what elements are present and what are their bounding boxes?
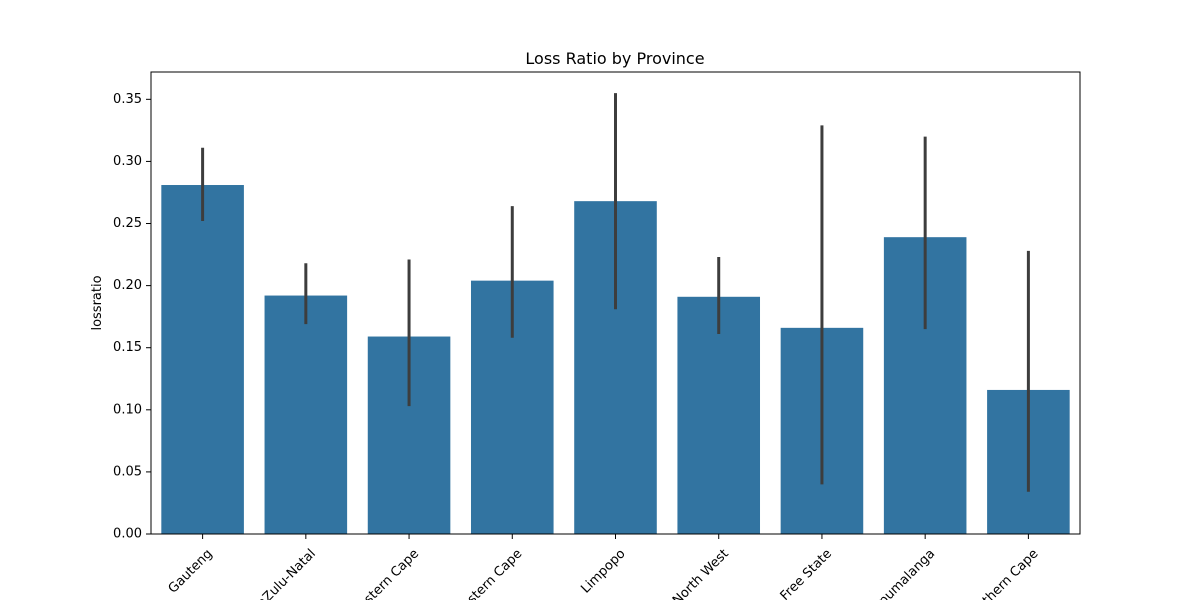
- x-tick-label-5: North West: [670, 546, 732, 600]
- y-axis: 0.00 0.05 0.10 0.15 0.20 0.25 0.30 0.35: [113, 92, 151, 542]
- x-tick-label-7: Mpumalanga: [868, 546, 938, 600]
- y-tick-label-0: 0.00: [113, 527, 142, 542]
- x-tick-label-4: Limpopo: [578, 546, 628, 596]
- bar-0: [161, 185, 244, 535]
- error-bars-group: [201, 93, 1030, 492]
- y-axis-title: lossratio: [90, 275, 105, 330]
- y-tick-label-1: 0.05: [113, 464, 142, 479]
- x-tick-label-1: KwaZulu-Natal: [241, 546, 319, 600]
- x-tick-label-8: Northern Cape: [964, 546, 1042, 600]
- y-tick-label-5: 0.25: [113, 216, 142, 231]
- chart-title: Loss Ratio by Province: [525, 49, 704, 68]
- y-tick-label-6: 0.30: [113, 154, 142, 169]
- x-axis: Gauteng KwaZulu-Natal Western Cape Eastern …: [166, 534, 1042, 600]
- y-tick-label-4: 0.20: [113, 278, 142, 293]
- bars-group: [161, 185, 1070, 535]
- x-tick-label-2: Western Cape: [347, 546, 422, 600]
- x-tick-label-0: Gauteng: [166, 546, 216, 596]
- bar-5: [677, 296, 761, 534]
- y-tick-label-2: 0.10: [113, 402, 142, 417]
- y-tick-label-7: 0.35: [113, 92, 142, 107]
- y-tick-label-3: 0.15: [113, 340, 142, 355]
- x-tick-label-3: Eastern Cape: [453, 546, 525, 600]
- bar-1: [264, 295, 348, 534]
- x-tick-label-6: Free State: [778, 546, 835, 600]
